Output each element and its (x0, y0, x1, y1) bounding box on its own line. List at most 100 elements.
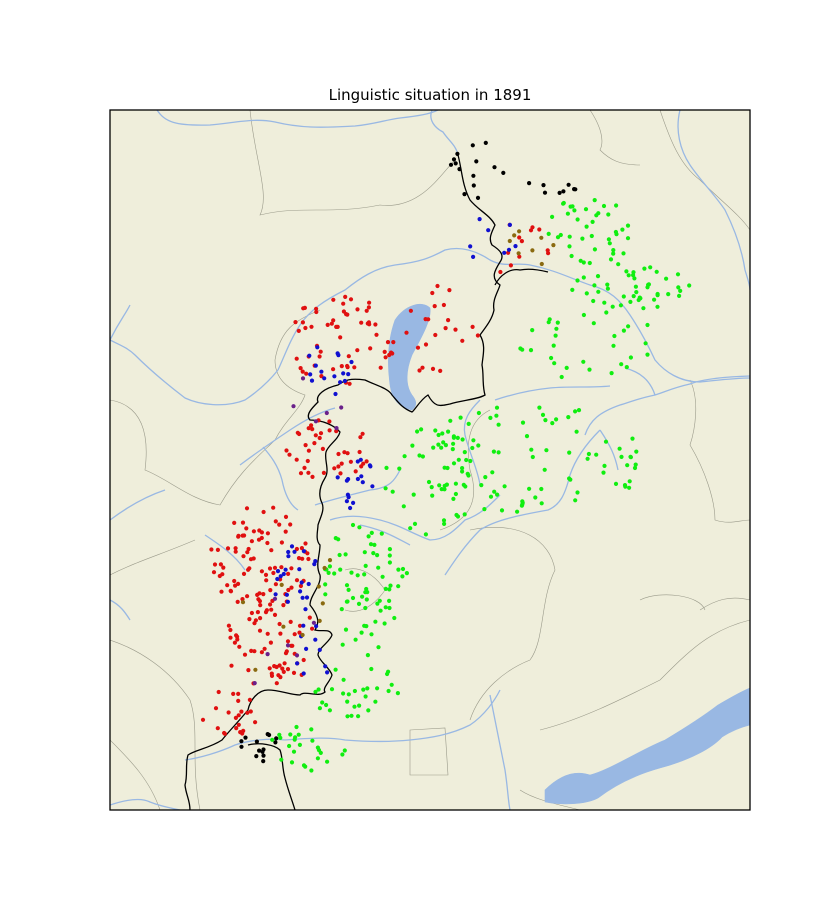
village-dot-red (292, 632, 297, 637)
village-dot-blue (471, 254, 476, 259)
village-dot-green (402, 454, 407, 459)
village-dot-green (352, 704, 357, 709)
village-dot-green (592, 283, 597, 288)
village-dot-red (220, 572, 225, 577)
village-dot-green (584, 291, 589, 296)
village-dot-green (539, 486, 544, 492)
village-dot-red (295, 430, 300, 435)
village-dot-green (559, 374, 564, 380)
village-dot-olive (327, 558, 333, 563)
village-dot-red (508, 263, 513, 268)
village-dot-green (369, 666, 374, 672)
village-dot-red (221, 565, 226, 570)
village-dot-green (363, 605, 368, 611)
village-dot-black (254, 739, 259, 744)
village-dot-green (610, 304, 615, 309)
village-dot-red (241, 728, 246, 734)
village-dot-olive (253, 667, 258, 672)
village-dot-red (306, 470, 311, 475)
village-dot-green (333, 667, 338, 672)
village-dot-red (236, 722, 241, 727)
village-dot-green (645, 352, 650, 357)
village-dot-green (585, 456, 590, 461)
village-dot-green (616, 262, 621, 267)
language-border-east (494, 268, 549, 286)
village-dot-red (298, 471, 304, 476)
village-dot-blue (346, 372, 351, 377)
village-dot-green (499, 508, 505, 513)
village-dot-green (383, 486, 388, 491)
village-dot-green (621, 251, 626, 256)
village-dot-green (333, 536, 338, 541)
village-dot-green (353, 637, 358, 642)
village-dot-red (213, 706, 219, 711)
village-dot-green (605, 282, 610, 287)
village-dot-blue (304, 646, 309, 652)
village-dot-green (592, 198, 597, 203)
village-dot-green (369, 530, 374, 536)
village-dot-green (376, 645, 381, 650)
village-dot-blue (359, 474, 364, 479)
village-dot-green (603, 439, 609, 444)
village-dot-green (443, 443, 448, 448)
village-dot-red (236, 713, 241, 718)
village-dot-green (550, 421, 555, 426)
village-dot-red (234, 633, 239, 638)
village-dot-green (465, 471, 470, 476)
village-dot-green (520, 420, 526, 425)
village-dot-green (621, 294, 626, 299)
village-dot-red (438, 368, 443, 373)
village-dot-blue (292, 549, 297, 554)
village-dot-green (387, 587, 392, 592)
village-dot-red (294, 457, 299, 462)
village-dot-red (289, 643, 294, 648)
village-dot-green (327, 708, 332, 713)
village-dot-blue (313, 637, 318, 642)
village-dot-red (537, 227, 542, 232)
village-dot-red (470, 324, 475, 329)
village-dot-green (329, 687, 335, 692)
village-dot-green (362, 572, 367, 577)
village-dot-green (575, 490, 580, 495)
village-dot-green (496, 422, 501, 427)
village-dot-red (209, 547, 214, 552)
village-dot-blue (315, 345, 320, 350)
village-dot-green (543, 418, 548, 423)
lake-north (387, 304, 431, 411)
village-dot-red (300, 369, 305, 374)
village-dot-green (632, 276, 637, 281)
village-dot-red (277, 522, 282, 527)
village-dot-green (411, 492, 416, 497)
village-dot-green (309, 727, 314, 732)
village-dot-green (630, 436, 635, 441)
village-dot-red (251, 529, 256, 534)
village-dot-green (343, 552, 348, 557)
village-dot-red (236, 534, 241, 539)
village-dot-red (296, 556, 302, 561)
village-dot-green (530, 328, 535, 333)
village-dot-red (249, 648, 254, 654)
village-dot-green (626, 273, 631, 278)
village-dot-green (575, 217, 580, 222)
village-dot-red (233, 549, 238, 554)
village-dot-green (327, 564, 332, 569)
village-dot-red (321, 470, 326, 475)
village-dot-green (655, 304, 660, 309)
village-dot-green (426, 479, 432, 485)
village-dot-green (652, 297, 657, 302)
village-dot-green (463, 484, 468, 489)
village-dot-red (435, 283, 440, 289)
village-dot-red (298, 583, 303, 589)
village-dot-red (269, 673, 275, 679)
village-dot-red (283, 529, 288, 534)
village-dot-green (549, 355, 554, 361)
village-dot-red (279, 565, 284, 570)
village-dot-blue (317, 647, 322, 653)
village-dot-red (287, 452, 292, 457)
village-dot-green (666, 292, 671, 297)
village-dot-red (268, 588, 273, 593)
map-title: Linguistic situation in 1891 (328, 86, 532, 104)
village-dot-blue (308, 372, 313, 377)
village-dot-green (567, 450, 572, 455)
village-dot-red (256, 537, 262, 542)
